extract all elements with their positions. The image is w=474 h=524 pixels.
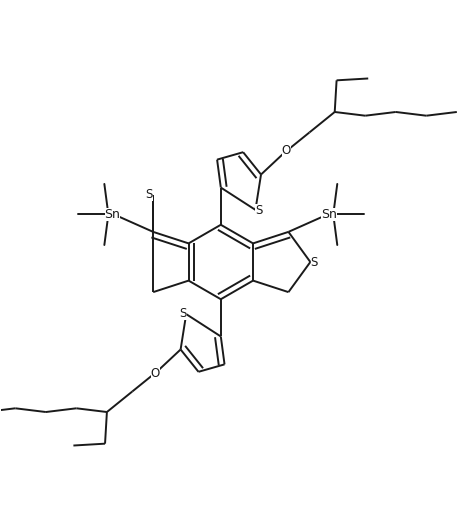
Text: Sn: Sn (104, 208, 120, 221)
Text: S: S (179, 307, 187, 320)
Text: O: O (282, 144, 291, 157)
Text: O: O (151, 367, 160, 380)
Text: S: S (255, 204, 263, 217)
Text: S: S (310, 256, 318, 268)
Text: Sn: Sn (321, 208, 337, 221)
Text: S: S (146, 188, 153, 201)
